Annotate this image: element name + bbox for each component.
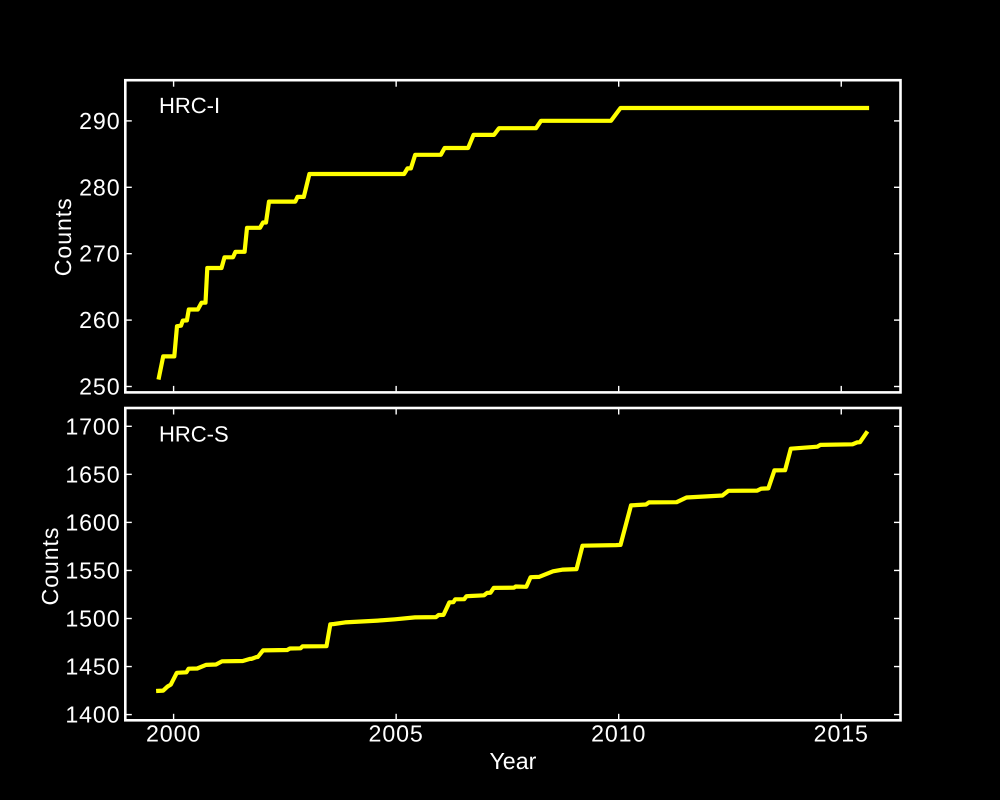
svg-text:270: 270 xyxy=(79,241,120,267)
svg-text:260: 260 xyxy=(79,307,120,333)
svg-text:1700: 1700 xyxy=(65,413,120,439)
svg-text:2015: 2015 xyxy=(814,721,869,747)
svg-text:2005: 2005 xyxy=(369,721,424,747)
svg-text:1400: 1400 xyxy=(65,702,120,728)
svg-text:Counts: Counts xyxy=(50,197,76,276)
svg-text:Counts: Counts xyxy=(37,527,63,606)
svg-text:1500: 1500 xyxy=(65,606,120,632)
svg-text:Year: Year xyxy=(489,748,536,774)
svg-text:2000: 2000 xyxy=(146,721,201,747)
svg-text:1450: 1450 xyxy=(65,654,120,680)
svg-text:1550: 1550 xyxy=(65,558,120,584)
svg-text:250: 250 xyxy=(79,374,120,400)
svg-text:1600: 1600 xyxy=(65,509,120,535)
svg-text:280: 280 xyxy=(79,174,120,200)
svg-text:1650: 1650 xyxy=(65,461,120,487)
svg-text:2010: 2010 xyxy=(591,721,646,747)
svg-text:290: 290 xyxy=(79,108,120,134)
svg-text:HRC-S: HRC-S xyxy=(159,422,229,447)
svg-text:HRC-I: HRC-I xyxy=(159,93,220,118)
